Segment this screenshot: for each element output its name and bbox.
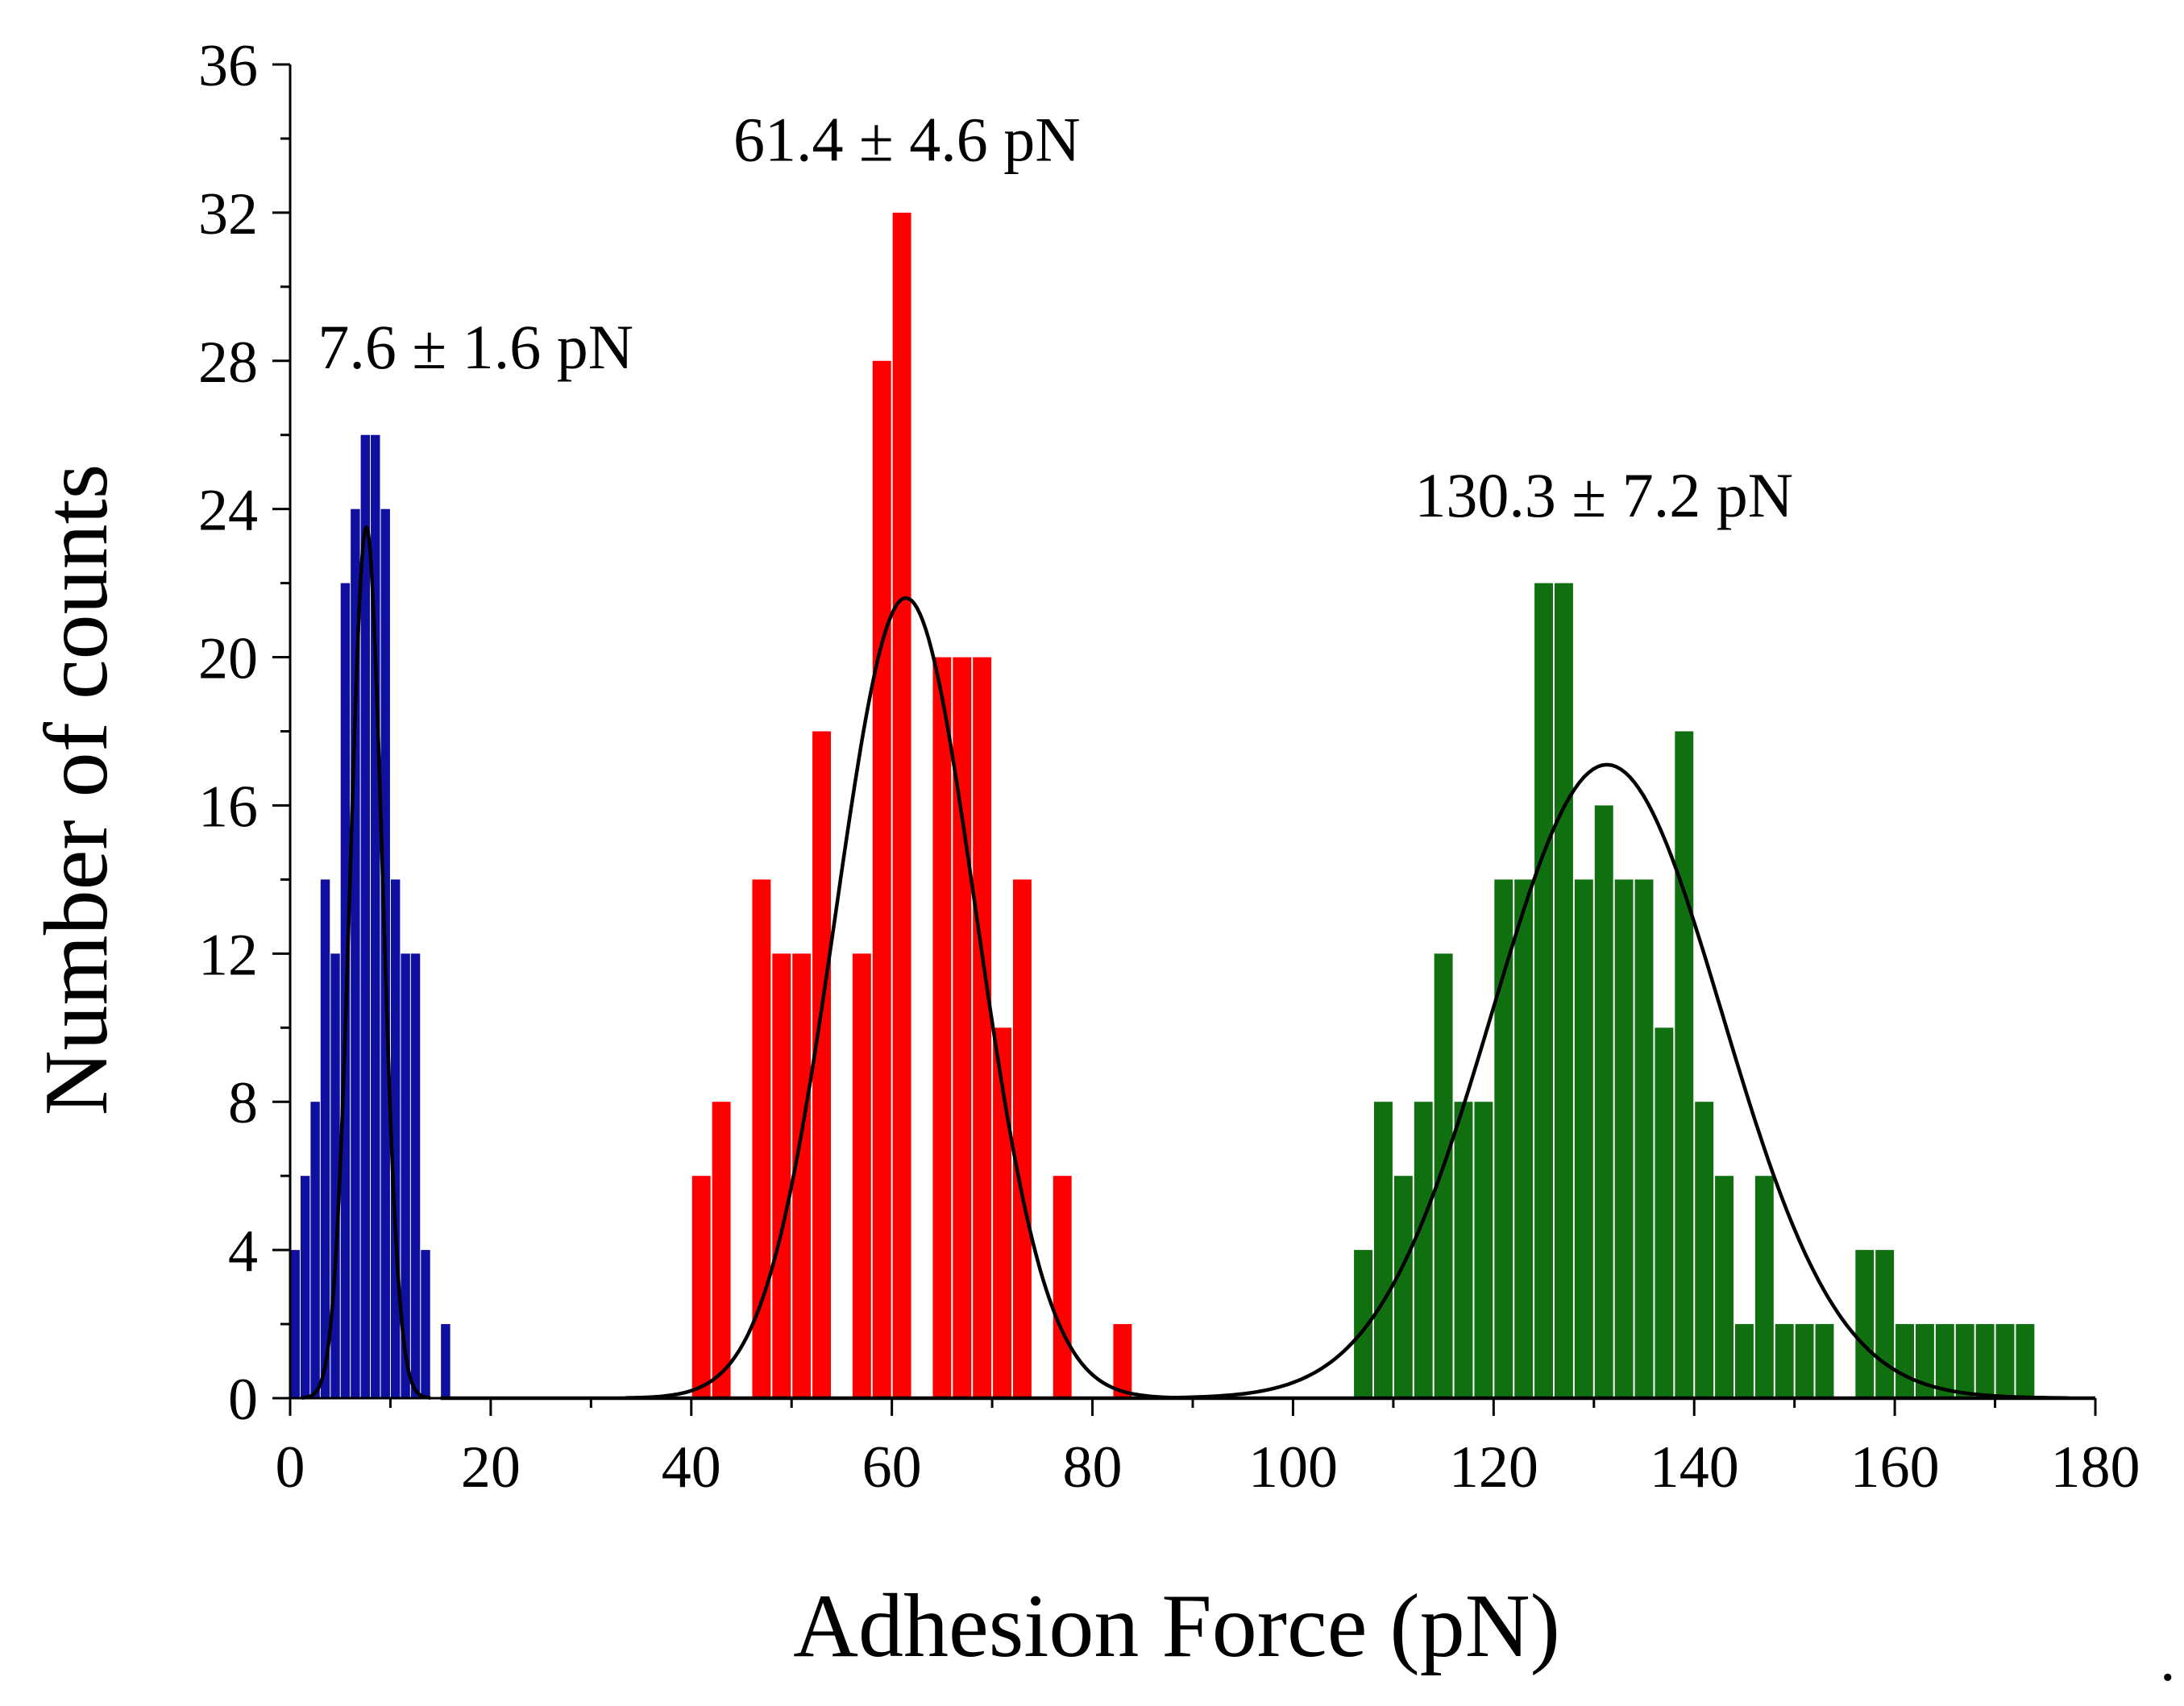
corner-mark: . — [2160, 1624, 2176, 1694]
bar-series3-bin10 — [1534, 583, 1554, 1398]
x-tick-label-160: 160 — [1850, 1434, 1940, 1501]
bar-series3-bin20 — [1734, 1324, 1754, 1398]
bar-series2-bin9 — [852, 953, 871, 1398]
bar-series3-bin29 — [1915, 1324, 1934, 1398]
bar-series3-bin6 — [1454, 1102, 1473, 1398]
bar-series1-bin14 — [421, 1250, 430, 1398]
x-axis-title: Adhesion Force (pN) — [793, 1576, 1560, 1676]
bar-series3-bin19 — [1715, 1176, 1734, 1398]
bar-series3-bin17 — [1675, 731, 1694, 1398]
bar-series3-bin22 — [1775, 1324, 1794, 1398]
y-tick-label-0: 0 — [228, 1367, 258, 1433]
y-tick-label-16: 16 — [198, 774, 258, 840]
bar-series1-bin9 — [371, 434, 380, 1399]
bar-series3-bin12 — [1574, 879, 1593, 1398]
y-tick-label-12: 12 — [198, 922, 258, 988]
bar-series1-bin4 — [320, 879, 330, 1398]
bar-series3-bin8 — [1494, 879, 1513, 1398]
bar-series3-bin14 — [1614, 879, 1634, 1398]
y-tick-label-20: 20 — [198, 626, 258, 692]
bar-series3-bin21 — [1754, 1176, 1774, 1398]
bar-series2-bin10 — [872, 360, 891, 1398]
bar-series2-bin1 — [691, 1176, 711, 1398]
bars-layer — [290, 212, 2035, 1399]
fit-curves-layer — [301, 525, 2095, 1401]
bar-series3-bin1 — [1354, 1250, 1373, 1398]
fit-curve-series2 — [625, 596, 1187, 1400]
bar-series3-bin15 — [1634, 879, 1654, 1398]
bar-series1-bin7 — [351, 508, 360, 1398]
bar-series3-bin3 — [1393, 1176, 1413, 1398]
bar-series2-bin15 — [973, 657, 992, 1398]
x-tick-label-0: 0 — [276, 1434, 305, 1501]
bar-series1-bin8 — [360, 434, 371, 1399]
bar-series3-bin34 — [2016, 1324, 2035, 1398]
bar-series1-bin3 — [310, 1102, 320, 1398]
y-tick-label-24: 24 — [198, 478, 258, 544]
bar-series1-bin13 — [410, 953, 421, 1398]
y-tick-label-4: 4 — [228, 1218, 258, 1285]
bar-series3-bin4 — [1414, 1102, 1433, 1398]
x-tick-label-20: 20 — [461, 1434, 521, 1501]
labels-layer: Adhesion Force (pN) Number of counts . 7… — [27, 105, 2176, 1694]
x-tick-label-80: 80 — [1063, 1434, 1123, 1501]
bar-series1-bin2 — [300, 1176, 310, 1398]
bar-series2-bin17 — [1012, 879, 1032, 1398]
bar-series3-bin31 — [1955, 1324, 1974, 1398]
bar-series1-bin15 — [441, 1324, 451, 1398]
peak-annotation-1: 7.6 ± 1.6 pN — [318, 312, 633, 382]
y-axis-title: Number of counts — [27, 464, 127, 1116]
y-tick-label-28: 28 — [198, 330, 258, 396]
x-tick-label-180: 180 — [2051, 1434, 2140, 1501]
bar-series3-bin32 — [1975, 1324, 1995, 1398]
bar-series3-bin16 — [1655, 1027, 1674, 1398]
bar-series3-bin18 — [1695, 1102, 1714, 1398]
bar-series3-bin23 — [1795, 1324, 1814, 1398]
bar-series3-bin33 — [1995, 1324, 2015, 1398]
bar-series3-bin26 — [1855, 1250, 1875, 1398]
bar-series3-bin24 — [1815, 1324, 1834, 1398]
bar-series1-bin1 — [290, 1250, 300, 1398]
y-tick-label-36: 36 — [198, 33, 258, 99]
bar-series2-bin13 — [932, 657, 952, 1398]
y-tick-label-8: 8 — [228, 1070, 258, 1136]
x-tick-label-140: 140 — [1650, 1434, 1739, 1501]
axes-layer: 0 20 40 60 80 100 120 140 160 180 0 4 8 12 16 20 24 28 32 3… — [198, 33, 2140, 1501]
bar-series3-bin9 — [1514, 879, 1534, 1398]
fit-curve-series3 — [1145, 762, 2069, 1400]
bar-series3-bin13 — [1594, 805, 1613, 1398]
x-tick-label-60: 60 — [862, 1434, 922, 1501]
bar-series2-bin2 — [712, 1102, 731, 1398]
bar-series2-bin21 — [1113, 1324, 1132, 1398]
bar-series3-bin5 — [1434, 953, 1453, 1398]
x-tick-label-100: 100 — [1248, 1434, 1338, 1501]
x-tick-label-120: 120 — [1449, 1434, 1538, 1501]
bar-series2-bin4 — [752, 879, 771, 1398]
bar-series2-bin7 — [812, 731, 832, 1398]
bar-series3-bin2 — [1373, 1102, 1393, 1398]
bar-series3-bin11 — [1554, 583, 1573, 1398]
bar-series3-bin27 — [1875, 1250, 1895, 1398]
fit-curve-series1 — [301, 525, 431, 1400]
peak-annotation-3: 130.3 ± 7.2 pN — [1414, 460, 1793, 530]
bar-series1-bin12 — [401, 953, 410, 1398]
bar-series3-bin30 — [1935, 1324, 1954, 1398]
peak-annotation-2: 61.4 ± 4.6 pN — [733, 105, 1081, 175]
bar-series2-bin5 — [772, 953, 791, 1398]
bar-series2-bin11 — [892, 212, 911, 1398]
bar-series2-bin6 — [792, 953, 812, 1398]
y-tick-label-32: 32 — [198, 181, 258, 247]
bar-series3-bin7 — [1474, 1102, 1493, 1398]
bar-series3-bin28 — [1895, 1324, 1915, 1398]
x-tick-label-40: 40 — [662, 1434, 721, 1501]
bar-series1-bin11 — [390, 879, 401, 1398]
bar-series2-bin19 — [1053, 1176, 1072, 1398]
bar-series1-bin5 — [330, 953, 340, 1398]
